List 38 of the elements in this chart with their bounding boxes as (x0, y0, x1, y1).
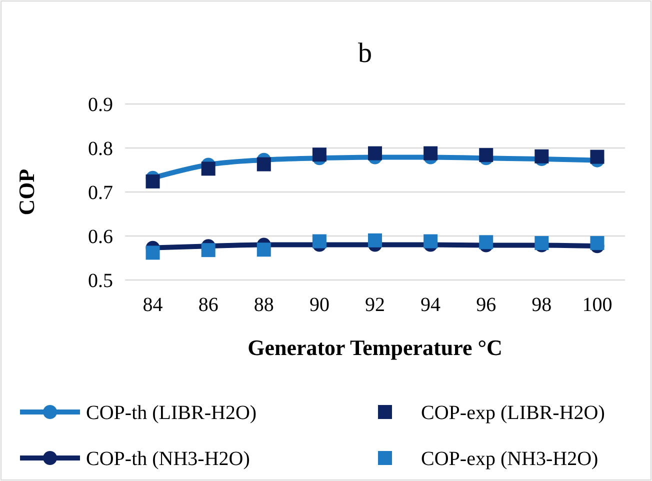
point (256, 157, 271, 172)
y-tick-label: 0.5 (88, 270, 113, 292)
chart-title: b (358, 38, 372, 69)
y-axis-title: COP (14, 168, 39, 216)
point (479, 235, 494, 250)
point (146, 246, 160, 260)
point (368, 146, 382, 160)
y-tick-label: 0.6 (88, 226, 113, 248)
point (479, 148, 494, 162)
point (424, 234, 438, 248)
point (201, 162, 216, 176)
x-tick-label: 88 (254, 294, 274, 316)
x-tick-label: 96 (476, 294, 496, 316)
point (312, 234, 326, 248)
point (590, 150, 604, 164)
x-tick-label: 84 (142, 294, 163, 316)
point (201, 243, 216, 258)
x-tick-label: 100 (582, 294, 612, 316)
legend-label: COP-exp (NH3-H2O) (421, 448, 598, 470)
point (146, 174, 160, 188)
point (424, 146, 438, 160)
y-tick-label: 0.7 (88, 182, 113, 204)
x-tick-label: 94 (420, 294, 441, 316)
x-tick-label: 86 (198, 294, 218, 316)
legend-label: COP-th (NH3-H2O) (86, 448, 250, 470)
x-tick-label: 98 (532, 294, 552, 316)
x-axis-title: Generator Temperature °C (248, 335, 502, 360)
legend-label: COP-exp (LIBR-H2O) (421, 402, 605, 424)
point (368, 233, 382, 248)
legend-label: COP-th (LIBR-H2O) (86, 402, 257, 424)
point (312, 148, 326, 162)
point (590, 236, 604, 250)
y-tick-label: 0.8 (88, 138, 113, 160)
y-tick-label: 0.9 (88, 94, 113, 116)
point (534, 149, 549, 164)
x-tick-label: 90 (309, 294, 330, 316)
point (256, 242, 271, 257)
x-tick-label: 92 (365, 294, 385, 316)
